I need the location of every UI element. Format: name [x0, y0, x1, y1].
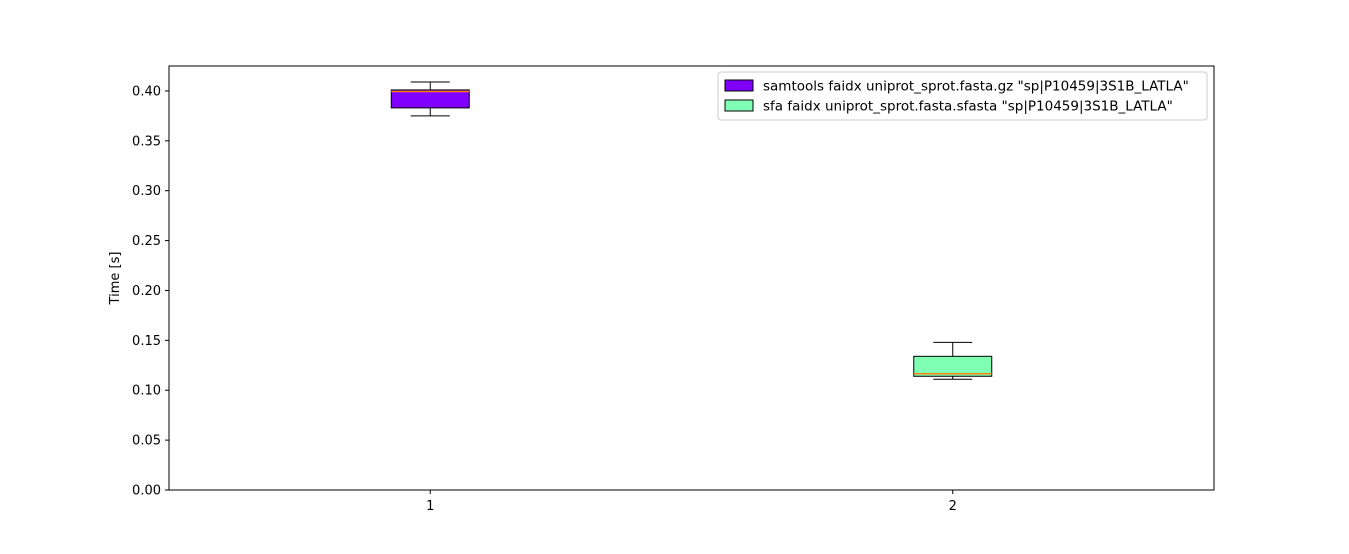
- y-tick-label: 0.40: [132, 84, 161, 99]
- y-tick-label: 0.00: [132, 484, 161, 499]
- legend-swatch: [724, 99, 754, 112]
- x-tick-label: 2: [949, 499, 957, 514]
- legend-frame: [717, 71, 1208, 121]
- box-series-2: [913, 341, 993, 380]
- y-tick-label: 0.25: [132, 234, 161, 249]
- box-series-1: [390, 81, 470, 117]
- legend-swatch: [724, 79, 754, 92]
- y-axis: 0.00 0.05 0.10 0.15 0.20 0.25 0.30 0.35 0.40: [132, 84, 169, 499]
- box-iqr: [913, 355, 993, 377]
- legend: samtools faidx uniprot_sprot.fasta.gz "s…: [717, 71, 1208, 121]
- y-tick-label: 0.10: [132, 384, 161, 399]
- legend-label: samtools faidx uniprot_sprot.fasta.gz "s…: [763, 79, 1189, 95]
- y-tick-label: 0.05: [132, 434, 161, 449]
- y-tick-label: 0.15: [132, 334, 161, 349]
- x-tick-label: 1: [426, 499, 434, 514]
- axes-frame: [168, 65, 1215, 491]
- boxes-layer: [390, 81, 993, 380]
- legend-label: sfa faidx uniprot_sprot.fasta.sfasta "sp…: [763, 99, 1173, 115]
- y-tick-label: 0.20: [132, 284, 161, 299]
- y-tick-label: 0.35: [132, 134, 161, 149]
- y-axis-label: Time [s]: [108, 252, 123, 306]
- box-iqr: [390, 89, 470, 109]
- y-tick-label: 0.30: [132, 184, 161, 199]
